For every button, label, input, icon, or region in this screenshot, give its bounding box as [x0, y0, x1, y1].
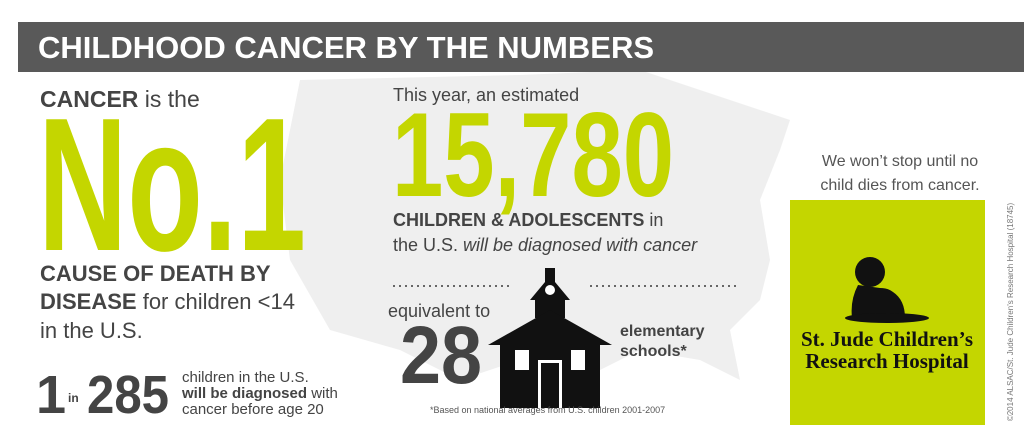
schools-number: 28 [400, 310, 482, 401]
logo-text: Research Hospital [805, 349, 969, 373]
map-background [280, 70, 790, 380]
left-line1: CANCER is the [40, 86, 200, 112]
text: for children <14 [137, 289, 295, 314]
middle-line1: CHILDREN & ADOLESCENTS in [393, 210, 663, 230]
text: CANCER [40, 86, 139, 112]
equivalent: equivalent to [388, 301, 490, 321]
big-number: No.1 [38, 79, 306, 291]
ratio-text: children in the U.S. [182, 369, 309, 386]
logo-figure [845, 257, 929, 323]
intro: This year, an estimated [393, 85, 579, 105]
schools-label: elementary [620, 323, 705, 340]
left-line2: CAUSE OF DEATH BY [40, 261, 271, 286]
pledge: We won’t stop until no [822, 153, 978, 170]
text: in [644, 210, 663, 230]
footnote: *Based on national averages from U.S. ch… [430, 405, 665, 415]
school-icon [488, 268, 612, 408]
text: with [307, 385, 338, 402]
text: will be diagnosed with cancer [463, 235, 698, 255]
left-line4: in the U.S. [40, 318, 143, 343]
ratio-one: 1 [36, 365, 66, 425]
ratio-in: in [68, 391, 79, 405]
text: DISEASE [40, 289, 137, 314]
left-line3: DISEASE for children <14 [40, 289, 295, 314]
pledge: child dies from cancer. [820, 177, 979, 194]
ratio-text: will be diagnosed with [181, 385, 338, 402]
copyright: ©2014 ALSAC/St. Jude Children’s Research… [1006, 203, 1015, 422]
schools-label: schools* [620, 343, 687, 360]
ratio-text: cancer before age 20 [182, 401, 324, 418]
text: will be diagnosed [181, 385, 307, 402]
text: is the [138, 86, 199, 112]
ratio-number: 285 [87, 365, 169, 425]
middle-line2: the U.S. will be diagnosed with cancer [393, 235, 698, 255]
big-number: 15,780 [392, 88, 674, 222]
title: CHILDHOOD CANCER BY THE NUMBERS [38, 30, 654, 65]
text: the U.S. [393, 235, 463, 255]
logo-text: St. Jude Children’s [801, 327, 973, 351]
text: CHILDREN & ADOLESCENTS [393, 210, 644, 230]
title-bar [18, 22, 1024, 72]
